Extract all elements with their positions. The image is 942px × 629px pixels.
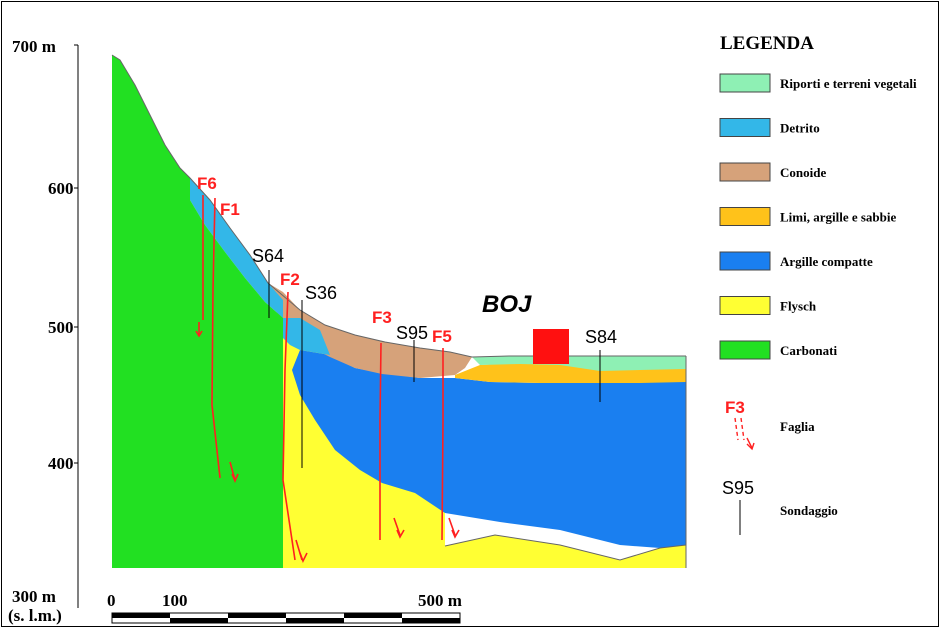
- legend-label: Carbonati: [780, 343, 837, 358]
- site-label-boj: BOJ: [482, 291, 532, 318]
- fault-f1: [211, 197, 221, 479]
- layer-riporti: [472, 356, 686, 371]
- legend-fault-icon: [734, 417, 745, 441]
- borehole-label-s36: S36: [305, 283, 337, 303]
- legend-title: LEGENDA: [720, 33, 814, 54]
- y-tick-500: 500: [48, 318, 74, 337]
- boreholes: [268, 270, 601, 468]
- legend-label: Conoide: [780, 165, 826, 180]
- fault-f3: [379, 342, 382, 540]
- legend-swatch: [719, 162, 771, 182]
- legend-label: Riporti e terreni vegetali: [780, 76, 917, 91]
- legend-label: Flysch: [780, 299, 817, 314]
- scale-label-0: 0: [107, 591, 116, 610]
- y-tick-600: 600: [48, 179, 74, 198]
- fault-label-f5: F5: [432, 327, 452, 346]
- legend-label: Limi, argille e sabbie: [780, 210, 897, 225]
- scale-label-100: 100: [162, 591, 188, 610]
- fault-label-f3: F3: [372, 308, 392, 327]
- layer-limi: [455, 363, 686, 383]
- legend: LEGENDA Riporti e terreni vegetali Detrit…: [719, 33, 917, 535]
- fault-label-f2: F2: [280, 270, 300, 289]
- legend-swatch: [719, 207, 771, 226]
- fault-label-f1: F1: [220, 200, 240, 219]
- fault-f5: [441, 348, 444, 541]
- layer-detrito-lower: [283, 318, 330, 355]
- legend-fault-symbol: F3: [725, 398, 745, 417]
- borehole-label-s95: S95: [396, 323, 428, 343]
- legend-swatch: [719, 73, 771, 93]
- layer-conoide: [268, 283, 472, 378]
- cross-section: [111, 54, 687, 568]
- layer-argille-compatte: [292, 350, 686, 548]
- legend-swatch: [719, 340, 771, 360]
- legend-swatch: [719, 251, 771, 271]
- borehole-label-s84: S84: [585, 327, 617, 347]
- legend-swatch: [719, 296, 771, 315]
- legend-borehole-symbol: S95: [722, 478, 754, 498]
- y-tick-300: 300 m: [12, 587, 56, 606]
- y-axis: 700 m 600 500 400 300 m (s. l.m.): [8, 37, 79, 625]
- borehole-label-s64: S64: [252, 246, 284, 266]
- layer-detrito: [190, 178, 283, 318]
- scale-label-500: 500 m: [418, 591, 462, 610]
- boj-building: [533, 329, 569, 364]
- layer-carbonati: [112, 55, 283, 568]
- legend-fault-label: Faglia: [780, 419, 815, 434]
- y-axis-unit: (s. l.m.): [8, 606, 62, 625]
- legend-borehole-label: Sondaggio: [780, 503, 838, 518]
- y-tick-700: 700 m: [12, 37, 56, 56]
- faults: [195, 195, 460, 563]
- fault-f2: [282, 291, 296, 561]
- legend-label: Argille compatte: [780, 254, 873, 269]
- fault-label-f6: F6: [197, 174, 217, 193]
- scale-bar: 0 100 500 m: [107, 591, 462, 624]
- legend-label: Detrito: [780, 121, 820, 136]
- y-tick-400: 400: [48, 454, 74, 473]
- legend-swatch: [719, 118, 771, 137]
